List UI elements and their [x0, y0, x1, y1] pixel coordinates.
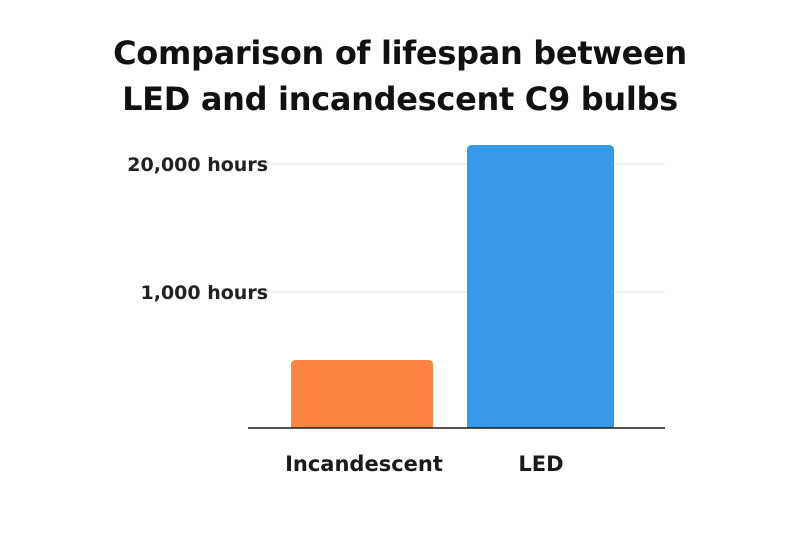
chart-title: Comparison of lifespan between LED and i…	[0, 30, 800, 122]
y-tick-label-1: 20,000 hours	[127, 154, 268, 176]
y-tick-label-0: 1,000 hours	[141, 282, 269, 304]
bar-incandescent	[291, 360, 433, 428]
bar-led	[467, 145, 614, 428]
bars	[291, 145, 614, 428]
x-category-label-led: LED	[518, 452, 563, 476]
y-tick-labels: 1,000 hours 20,000 hours	[127, 154, 268, 304]
x-category-labels: Incandescent LED	[285, 452, 563, 476]
chart-title-line-2: LED and incandescent C9 bulbs	[122, 80, 678, 118]
x-category-label-incandescent: Incandescent	[285, 452, 443, 476]
chart-title-line-1: Comparison of lifespan between	[113, 34, 687, 72]
